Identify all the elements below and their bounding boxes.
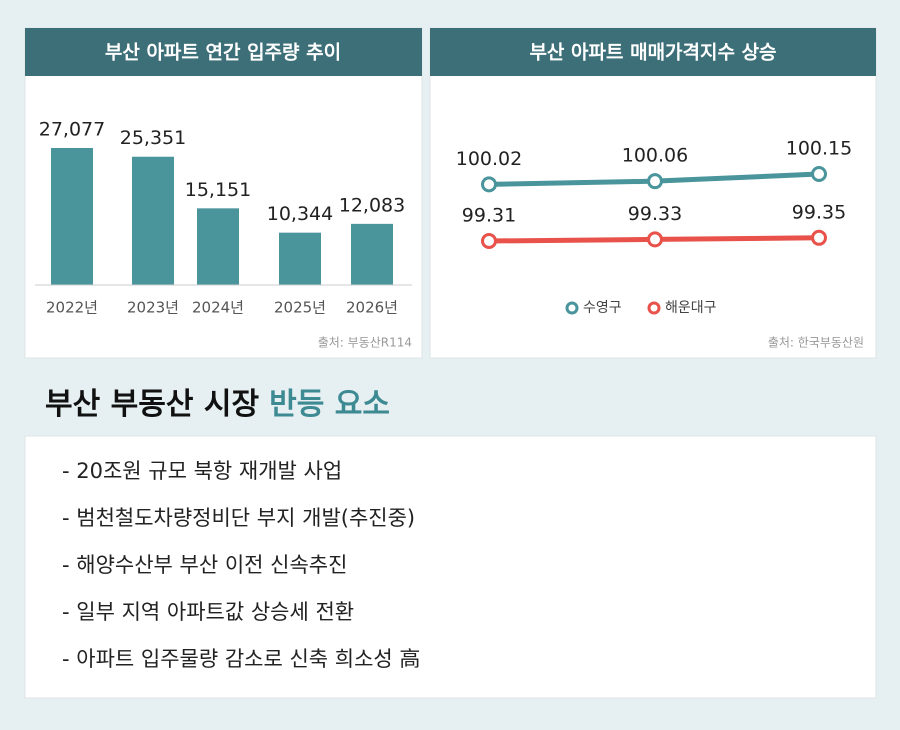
data-label: 100.06 <box>622 145 688 167</box>
list-item: - 해양수산부 부산 이전 신속추진 <box>62 553 347 577</box>
source: 출처: 한국부동산원 <box>768 336 864 350</box>
x-tick-label: 2025년 <box>274 299 326 317</box>
point <box>481 233 497 249</box>
list-item: - 20조원 규모 북항 재개발 사업 <box>62 459 342 483</box>
heading-highlight: 반등 요소 <box>269 387 390 422</box>
bar <box>197 208 239 285</box>
bar <box>132 156 174 285</box>
bar <box>279 232 321 285</box>
point <box>811 166 827 182</box>
legend-label: 해운대구 <box>665 300 717 316</box>
list-item: - 일부 지역 아파트값 상승세 전환 <box>62 600 354 624</box>
panel-header <box>25 28 422 76</box>
data-label: 100.15 <box>786 138 852 160</box>
data-label: 15,151 <box>185 179 251 201</box>
data-label: 25,351 <box>120 127 186 149</box>
legend-marker <box>647 301 661 315</box>
data-label: 99.35 <box>792 201 846 223</box>
bar <box>51 148 93 285</box>
list-item: - 범천철도차량정비단 부지 개발(추진중) <box>62 506 415 530</box>
legend-marker <box>565 301 579 315</box>
data-label: 99.33 <box>628 203 682 225</box>
chart-title: 부산 아파트 연간 입주량 추이 <box>105 42 341 64</box>
legend-label: 수영구 <box>583 300 622 316</box>
point <box>647 231 663 248</box>
data-label: 12,083 <box>339 194 405 216</box>
bar <box>351 223 393 285</box>
chart-title: 부산 아파트 매매가격지수 상승 <box>529 42 776 64</box>
list-box <box>24 435 877 699</box>
point <box>481 176 497 193</box>
x-tick-label: 2023년 <box>127 299 179 317</box>
x-tick-label: 2022년 <box>46 299 98 317</box>
data-label: 10,344 <box>267 203 333 225</box>
data-label: 100.02 <box>456 148 522 170</box>
point <box>811 229 827 246</box>
heading: 부산 부동산 시장 반등 요소 <box>45 387 390 422</box>
data-label: 27,077 <box>39 119 105 141</box>
panel-header <box>430 28 876 76</box>
heading-text: 부산 부동산 시장 <box>45 387 259 422</box>
x-tick-label: 2026년 <box>346 299 398 317</box>
x-tick-label: 2024년 <box>192 299 244 317</box>
list-item: - 아파트 입주물량 감소로 신축 희소성 高 <box>62 647 420 671</box>
data-label: 99.31 <box>462 205 516 227</box>
source: 출처: 부동산R114 <box>318 336 412 350</box>
point <box>647 173 663 190</box>
